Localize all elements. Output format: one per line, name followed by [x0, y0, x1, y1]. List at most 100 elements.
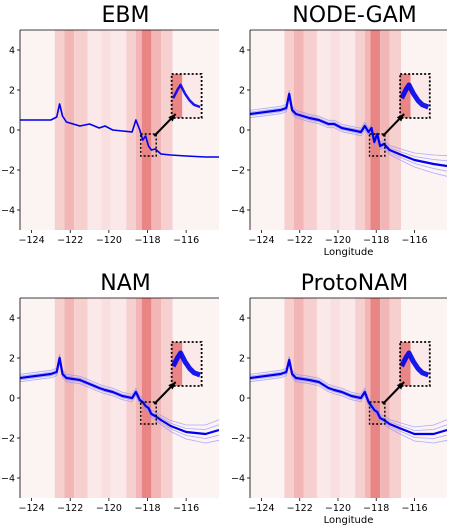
y-tick-label: −2: [231, 166, 245, 177]
band-3: [74, 30, 88, 230]
series-group: [250, 356, 447, 444]
y-tick-label: 0: [9, 126, 15, 137]
band-4: [316, 30, 331, 230]
band-2: [64, 298, 75, 498]
x-tick-label: −124: [19, 235, 45, 246]
band-7: [126, 30, 136, 230]
x-tick-label: −118: [363, 503, 389, 514]
inset-box: [399, 73, 431, 119]
band-5: [330, 298, 340, 498]
inset-line: [399, 82, 430, 110]
y-tick-label: 2: [9, 354, 15, 365]
band-4: [87, 298, 102, 498]
band-9: [370, 298, 381, 498]
band-10: [380, 298, 390, 498]
y-tick-label: 4: [9, 314, 15, 325]
subplot-title: ProtoNAM: [301, 271, 408, 296]
band-1: [54, 30, 65, 230]
series-line: [20, 103, 219, 158]
inset-band: [171, 74, 183, 118]
band-1: [284, 298, 294, 498]
y-tick-label: 4: [239, 46, 245, 57]
x-tick-label: −116: [173, 235, 199, 246]
band-2: [293, 30, 304, 230]
zoom-source-box: [368, 401, 386, 425]
subplot-3: −4 −2 0 2 4 −124 −122 −120 −118 −116 ProtoNAM Longi…: [231, 271, 447, 526]
subplot-title: NODE-GAM: [292, 3, 416, 28]
y-tick-label: −4: [1, 206, 15, 217]
band-2: [293, 298, 304, 498]
inset-line: [170, 350, 201, 378]
band-12: [401, 298, 447, 498]
x-tick-label: −118: [134, 235, 160, 246]
band-5: [330, 30, 340, 230]
band-9: [141, 298, 152, 498]
series-line: [20, 356, 219, 436]
subplot-0: −4 −2 0 2 4 −124 −122 −120 −118 −116 EBM: [1, 3, 219, 246]
x-tick-label: −122: [287, 503, 313, 514]
subplot-1: −4 −2 0 2 4 −124 −122 −120 −118 −116 NODE-GAM Longi…: [231, 3, 447, 258]
band-11: [161, 30, 173, 230]
y-tick-label: 2: [9, 86, 15, 97]
y-tick-label: 4: [239, 314, 245, 325]
spread-line-0: [250, 97, 447, 177]
y-tick-label: −4: [231, 474, 245, 485]
zoom-arrow-head: [168, 114, 176, 122]
inset-line: [172, 83, 201, 109]
subplot-title: NAM: [100, 271, 151, 296]
spread-line-1: [250, 95, 447, 172]
series-line: [250, 92, 447, 168]
inset-box: [399, 341, 431, 387]
band-5: [101, 30, 111, 230]
y-tick-label: 2: [239, 354, 245, 365]
x-tick-label: −118: [363, 235, 389, 246]
y-tick-label: 0: [239, 394, 245, 405]
x-tick-label: −120: [325, 503, 351, 514]
x-tick-label: −122: [57, 503, 83, 514]
y-tick-label: −2: [1, 166, 15, 177]
band-2: [64, 30, 75, 230]
y-tick-label: 0: [239, 126, 245, 137]
band-12: [401, 30, 447, 230]
band-0: [250, 298, 285, 498]
x-tick-label: −124: [19, 503, 45, 514]
x-tick-label: −122: [287, 235, 313, 246]
inset-box: [170, 341, 203, 387]
y-tick-label: −2: [1, 434, 15, 445]
zoom-arrow-head: [396, 382, 405, 390]
band-5: [101, 298, 111, 498]
band-9: [141, 30, 152, 230]
y-tick-label: −4: [231, 206, 245, 217]
band-3: [74, 298, 88, 498]
x-axis-label: Longitude: [324, 247, 374, 258]
background-bands: [20, 30, 219, 230]
band-10: [151, 298, 162, 498]
zoom-source-box: [140, 133, 157, 157]
spread-line-0: [20, 361, 219, 444]
background-bands: [250, 298, 447, 498]
band-0: [20, 298, 55, 498]
x-tick-label: −124: [248, 503, 274, 514]
x-tick-label: −120: [325, 235, 351, 246]
x-tick-label: −116: [401, 235, 427, 246]
y-tick-label: 0: [9, 394, 15, 405]
series-line: [250, 358, 447, 436]
band-11: [389, 30, 402, 230]
band-11: [389, 298, 402, 498]
band-1: [284, 30, 294, 230]
band-3: [303, 30, 317, 230]
y-tick-label: 4: [9, 46, 15, 57]
inset-line: [399, 350, 430, 378]
x-tick-label: −120: [96, 235, 122, 246]
subplot-title: EBM: [102, 3, 150, 28]
x-tick-label: −116: [401, 503, 427, 514]
band-12: [172, 30, 219, 230]
band-8: [135, 30, 142, 230]
series-group: [20, 103, 219, 158]
band-11: [161, 298, 173, 498]
band-1: [54, 298, 65, 498]
x-tick-label: −124: [248, 235, 274, 246]
spread-line-0: [250, 363, 447, 444]
y-tick-label: −2: [231, 434, 245, 445]
